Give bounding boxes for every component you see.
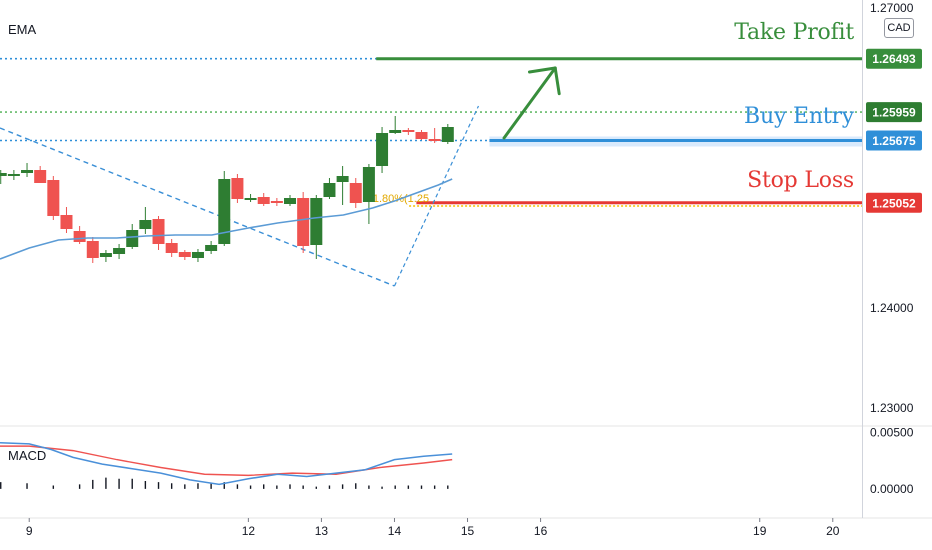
- grid-layer: [0, 0, 932, 519]
- candle-body: [270, 201, 283, 203]
- price-levels-layer: [0, 57, 862, 205]
- stop-loss-price-label-bg: [866, 192, 922, 213]
- price-axis-tick-label: 1.23000: [870, 401, 914, 415]
- price-axis-tick-label: 1.24000: [870, 301, 914, 315]
- candle-body: [21, 170, 34, 173]
- candle-body: [191, 252, 204, 258]
- candle-body: [441, 127, 454, 142]
- candle-body: [402, 130, 415, 132]
- buy-entry-price-label-bg: [866, 130, 922, 151]
- time-axis-tick-label: 13: [315, 524, 329, 538]
- candles-layer: [0, 116, 454, 263]
- take-profit-arrow: [502, 66, 557, 140]
- macd-indicator-label[interactable]: MACD: [8, 448, 47, 463]
- candle-body: [165, 243, 178, 253]
- candle-body: [389, 130, 402, 133]
- macd-axis-tick-label: 0.00000: [870, 482, 914, 496]
- candle-body: [349, 183, 362, 203]
- candle-body: [284, 198, 297, 204]
- candle-body: [73, 231, 86, 242]
- candle-body: [34, 170, 47, 183]
- candle-body: [297, 198, 310, 246]
- candle-body: [257, 197, 270, 204]
- candle-body: [60, 215, 73, 229]
- high-level-price-label-bg: [866, 102, 922, 123]
- candle-body: [126, 230, 139, 247]
- price-labels-layer: 1.26493 1.25959 1.25675 1.25052: [866, 48, 922, 213]
- macd-line: [0, 441, 453, 486]
- time-axis-tick-label: 12: [242, 524, 256, 538]
- candle-body: [86, 241, 99, 258]
- time-axis-tick-label: 9: [26, 524, 33, 538]
- ema-layer: [0, 178, 453, 260]
- candle-body: [323, 183, 336, 197]
- time-axis-tick-label: 16: [534, 524, 548, 538]
- take-profit-price-label-bg: [866, 48, 922, 69]
- candle-body: [47, 180, 60, 216]
- candle-body: [218, 179, 231, 244]
- ema-line: [0, 178, 453, 260]
- candle-body: [231, 178, 244, 199]
- macd-signal-line: [0, 445, 453, 477]
- time-axis-tick-label: 19: [753, 524, 767, 538]
- candle-body: [7, 174, 20, 176]
- macd-layer: [0, 441, 453, 489]
- candle-body: [336, 176, 349, 182]
- stop-loss-price-label: 1.25052: [872, 196, 916, 210]
- time-axis-tick-label: 15: [461, 524, 475, 538]
- candle-body: [244, 198, 257, 200]
- candle-body: [152, 219, 165, 244]
- descending-trendline: [0, 127, 395, 287]
- currency-badge[interactable]: CAD: [884, 18, 914, 38]
- candle-body: [139, 220, 152, 229]
- candle-body: [0, 173, 7, 176]
- candle-body: [178, 252, 191, 257]
- candle-body: [113, 248, 126, 254]
- fib-swing-line: [393, 105, 480, 287]
- candle-body: [428, 139, 441, 141]
- candle-body: [310, 198, 323, 245]
- high-level-price-label: 1.25959: [872, 106, 916, 120]
- take-profit-annotation: Take Profit: [734, 20, 854, 45]
- candle-body: [415, 132, 428, 139]
- axis-layer: 1.27000 1.24000 1.23000 0.00500 0.00000 9 12 13…: [26, 1, 914, 538]
- candle-body: [99, 253, 112, 257]
- candle-body: [362, 167, 375, 202]
- time-axis-tick-label: 20: [826, 524, 840, 538]
- arrow-head-stroke: [527, 66, 557, 74]
- time-axis-tick-label: 14: [388, 524, 402, 538]
- candle-body: [205, 245, 218, 251]
- buy-entry-price-label: 1.25675: [872, 134, 916, 148]
- take-profit-price-label: 1.26493: [872, 52, 916, 66]
- candle-body: [376, 133, 389, 166]
- price-axis-tick-label: 1.27000: [870, 1, 914, 15]
- ema-indicator-label[interactable]: EMA: [8, 22, 37, 37]
- arrow-head-stroke: [553, 66, 561, 96]
- buy-entry-annotation: Buy Entry: [744, 104, 854, 129]
- macd-axis-tick-label: 0.00500: [870, 426, 914, 440]
- stop-loss-annotation: Stop Loss: [747, 168, 854, 193]
- drawings-layer: 61.80%(1.25: [0, 66, 862, 287]
